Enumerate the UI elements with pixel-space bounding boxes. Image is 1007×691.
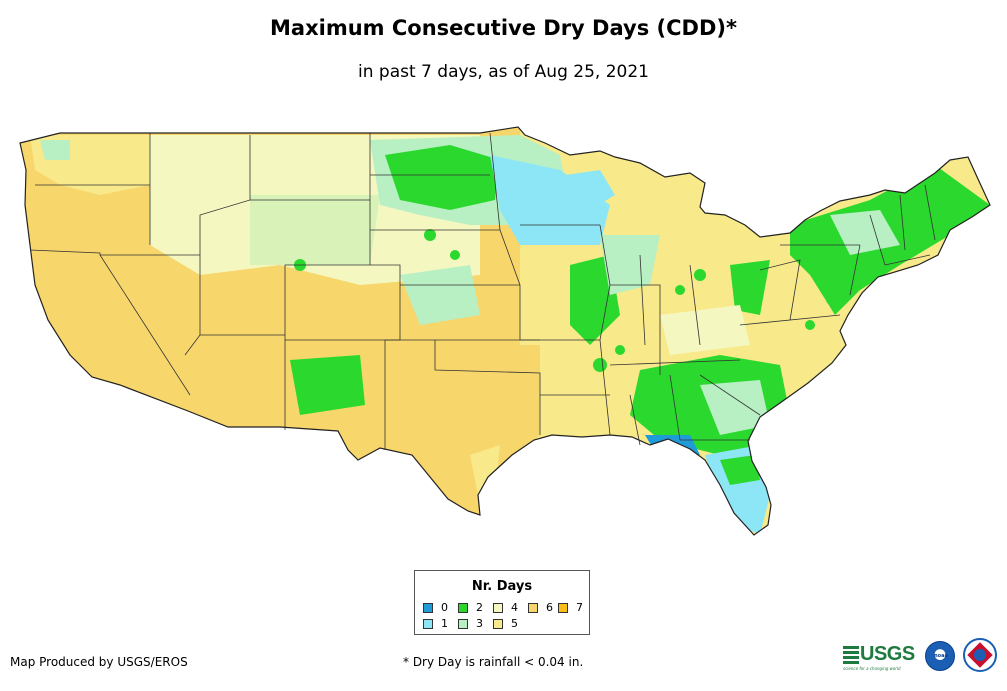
legend-label-1: 1 [441,617,448,630]
usgs-logo-text: USGS [860,643,915,665]
noaa-logo: noaa [925,641,955,671]
map-subtitle: in past 7 days, as of Aug 25, 2021 [358,62,649,82]
legend-label-0: 0 [441,601,448,614]
legend-swatch-3 [458,619,468,629]
legend-swatch-1 [423,619,433,629]
legend-label-3: 3 [476,617,483,630]
map-title: Maximum Consecutive Dry Days (CDD)* [270,16,737,40]
state-borders [29,132,936,450]
legend-swatch-2 [458,603,468,613]
nws-logo [963,638,997,672]
legend: Nr. Days 0 1 2 3 4 5 6 7 [414,570,590,635]
legend-swatch-4 [493,603,503,613]
dry-day-footnote: * Dry Day is rainfall < 0.04 in. [403,655,584,669]
us-outline [19,126,991,536]
legend-label-6: 6 [546,601,553,614]
usgs-logo: USGS science for a changing world [843,643,919,671]
noaa-logo-text: noaa [934,653,948,659]
dry-days-raster [20,127,990,535]
legend-label-7: 7 [576,601,583,614]
legend-swatch-5 [493,619,503,629]
legend-label-4: 4 [511,601,518,614]
nws-center-icon [974,649,986,661]
usgs-wave-icon [843,646,859,666]
map-credit: Map Produced by USGS/EROS [10,655,188,669]
legend-label-5: 5 [511,617,518,630]
legend-title: Nr. Days [471,579,533,594]
legend-swatch-6 [528,603,538,613]
us-cdd-map [19,126,991,536]
legend-label-2: 2 [476,601,483,614]
legend-swatch-7 [558,603,568,613]
usgs-tagline: science for a changing world [843,666,901,671]
legend-swatch-0 [423,603,433,613]
